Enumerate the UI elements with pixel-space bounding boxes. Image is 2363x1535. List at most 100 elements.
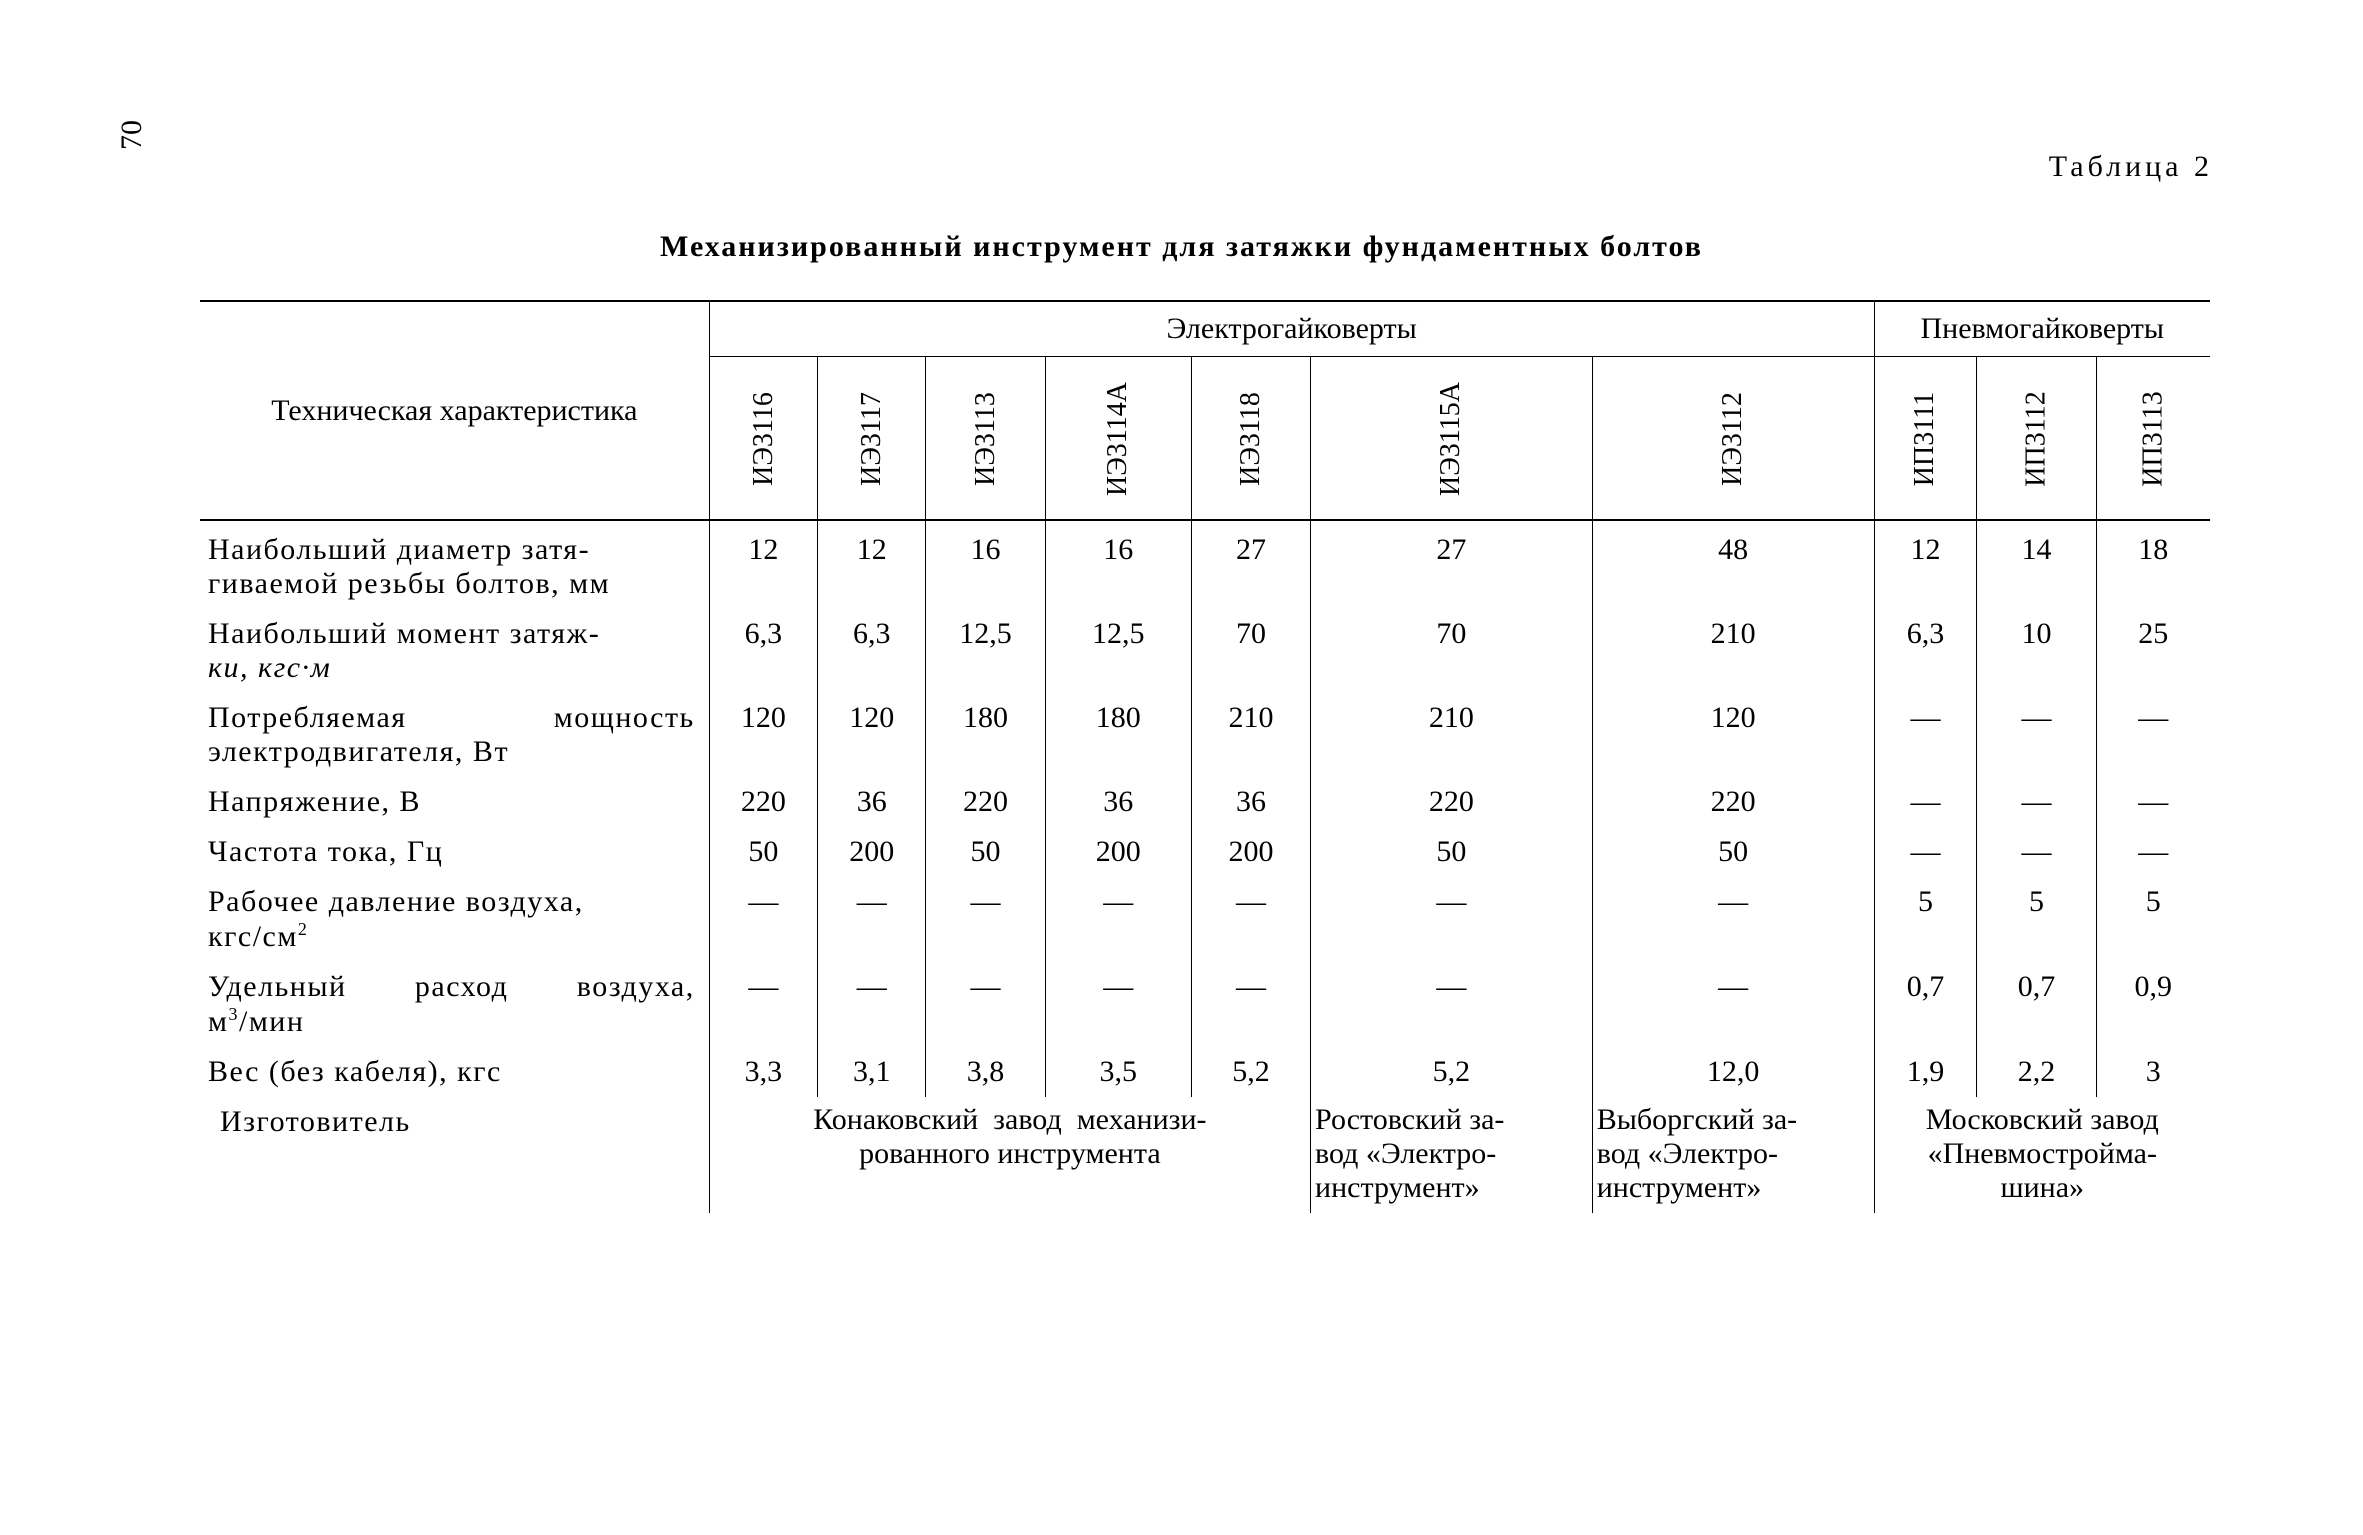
cell: 3,1 bbox=[818, 1047, 926, 1097]
cell: 50 bbox=[926, 827, 1045, 877]
table-container: Техническая характеристика Электрогайков… bbox=[200, 300, 2210, 1213]
row-label: Потребляемая мощностьэлектродвигателя, В… bbox=[200, 693, 709, 777]
model-header: ИЭ3116 bbox=[709, 357, 817, 521]
cell: 27 bbox=[1191, 520, 1310, 609]
cell: — bbox=[2096, 693, 2210, 777]
model-header: ИЭ3112 bbox=[1592, 357, 1874, 521]
cell: — bbox=[1311, 877, 1593, 962]
cell: 0,7 bbox=[1977, 962, 2096, 1047]
col-group-electro-text: Электрогайковерты bbox=[1167, 312, 1417, 345]
table-row: Рабочее давление воздуха,кгс/см2———————5… bbox=[200, 877, 2210, 962]
model-label: ИП3113 bbox=[2137, 391, 2169, 486]
model-header: ИП3111 bbox=[1874, 357, 1977, 521]
model-header: ИЭ3114А bbox=[1045, 357, 1191, 521]
model-header: ИЭ3118 bbox=[1191, 357, 1310, 521]
cell: 5,2 bbox=[1311, 1047, 1593, 1097]
col-group-pneumo: Пневмогайковерты bbox=[1874, 301, 2210, 357]
cell: 0,7 bbox=[1874, 962, 1977, 1047]
cell: 200 bbox=[818, 827, 926, 877]
manufacturer-cell: Конаковский завод механизи-рованного инс… bbox=[709, 1097, 1310, 1213]
cell: 16 bbox=[926, 520, 1045, 609]
cell: 12,0 bbox=[1592, 1047, 1874, 1097]
cell: 50 bbox=[709, 827, 817, 877]
row-label: Удельный расход воздуха,м3/мин bbox=[200, 962, 709, 1047]
cell: 50 bbox=[1311, 827, 1593, 877]
model-label: ИЭ3115А bbox=[1435, 382, 1467, 496]
table-head: Техническая характеристика Электрогайков… bbox=[200, 301, 2210, 520]
cell: 120 bbox=[1592, 693, 1874, 777]
cell: — bbox=[1874, 827, 1977, 877]
cell: 16 bbox=[1045, 520, 1191, 609]
model-header: ИП3112 bbox=[1977, 357, 2096, 521]
row-label: Напряжение, В bbox=[200, 777, 709, 827]
cell: 48 bbox=[1592, 520, 1874, 609]
cell: 12 bbox=[1874, 520, 1977, 609]
model-header: ИЭ3113 bbox=[926, 357, 1045, 521]
cell: 220 bbox=[709, 777, 817, 827]
tool-spec-table: Техническая характеристика Электрогайков… bbox=[200, 300, 2210, 1213]
cell: 220 bbox=[1311, 777, 1593, 827]
cell: 25 bbox=[2096, 609, 2210, 693]
model-label: ИЭ3116 bbox=[747, 392, 779, 486]
model-header: ИЭ3117 bbox=[818, 357, 926, 521]
cell: — bbox=[709, 877, 817, 962]
cell: — bbox=[1592, 877, 1874, 962]
cell: — bbox=[2096, 827, 2210, 877]
cell: 70 bbox=[1311, 609, 1593, 693]
cell: 12 bbox=[709, 520, 817, 609]
cell: 1,9 bbox=[1874, 1047, 1977, 1097]
manufacturer-cell: Выборгский за-вод «Электро-инструмент» bbox=[1592, 1097, 1874, 1213]
model-label: ИП3111 bbox=[1909, 392, 1941, 486]
table-caption: Механизированный инструмент для затяжки … bbox=[0, 230, 2363, 264]
col-header-characteristic: Техническая характеристика bbox=[200, 301, 709, 520]
row-label: Рабочее давление воздуха,кгс/см2 bbox=[200, 877, 709, 962]
cell: 12,5 bbox=[926, 609, 1045, 693]
cell: 18 bbox=[2096, 520, 2210, 609]
model-label: ИП3112 bbox=[2021, 391, 2053, 486]
table-row: Напряжение, В220362203636220220——— bbox=[200, 777, 2210, 827]
page-number: 70 bbox=[115, 120, 149, 150]
row-label: Вес (без кабеля), кгс bbox=[200, 1047, 709, 1097]
cell: 36 bbox=[818, 777, 926, 827]
col-header-characteristic-text: Техническая характеристика bbox=[271, 394, 637, 427]
cell: 36 bbox=[1191, 777, 1310, 827]
cell: 10 bbox=[1977, 609, 2096, 693]
model-label: ИЭ3117 bbox=[856, 392, 888, 486]
model-label: ИЭ3118 bbox=[1235, 392, 1267, 486]
row-label: Частота тока, Гц bbox=[200, 827, 709, 877]
col-group-electro: Электрогайковерты bbox=[709, 301, 1874, 357]
cell: 27 bbox=[1311, 520, 1593, 609]
cell: 210 bbox=[1191, 693, 1310, 777]
cell: — bbox=[1191, 962, 1310, 1047]
row-label: Наибольший момент затяж-ки, кгс·м bbox=[200, 609, 709, 693]
cell: — bbox=[818, 877, 926, 962]
cell: — bbox=[1977, 777, 2096, 827]
cell: — bbox=[818, 962, 926, 1047]
table-row: Наибольший диаметр затя-гиваемой резьбы … bbox=[200, 520, 2210, 609]
manufacturer-cell: Ростовский за-вод «Электро-инструмент» bbox=[1311, 1097, 1593, 1213]
model-label: ИЭ3112 bbox=[1717, 392, 1749, 486]
cell: 200 bbox=[1191, 827, 1310, 877]
cell: 3,5 bbox=[1045, 1047, 1191, 1097]
cell: — bbox=[1311, 962, 1593, 1047]
cell: 50 bbox=[1592, 827, 1874, 877]
cell: 70 bbox=[1191, 609, 1310, 693]
model-header: ИЭ3115А bbox=[1311, 357, 1593, 521]
cell: 3,3 bbox=[709, 1047, 817, 1097]
row-label: Изготовитель bbox=[200, 1097, 709, 1213]
cell: 12 bbox=[818, 520, 926, 609]
table-label: Таблица 2 bbox=[2049, 150, 2213, 184]
table-body: Наибольший диаметр затя-гиваемой резьбы … bbox=[200, 520, 2210, 1213]
cell: 2,2 bbox=[1977, 1047, 2096, 1097]
cell: 200 bbox=[1045, 827, 1191, 877]
table-row-manufacturer: ИзготовительКонаковский завод механизи-р… bbox=[200, 1097, 2210, 1213]
cell: 12,5 bbox=[1045, 609, 1191, 693]
cell: — bbox=[926, 962, 1045, 1047]
cell: — bbox=[709, 962, 817, 1047]
model-header: ИП3113 bbox=[2096, 357, 2210, 521]
manufacturer-cell: Московский завод«Пневмостройма-шина» bbox=[1874, 1097, 2210, 1213]
cell: — bbox=[1191, 877, 1310, 962]
cell: 5 bbox=[1874, 877, 1977, 962]
cell: 220 bbox=[1592, 777, 1874, 827]
table-row: Наибольший момент затяж-ки, кгс·м6,36,31… bbox=[200, 609, 2210, 693]
